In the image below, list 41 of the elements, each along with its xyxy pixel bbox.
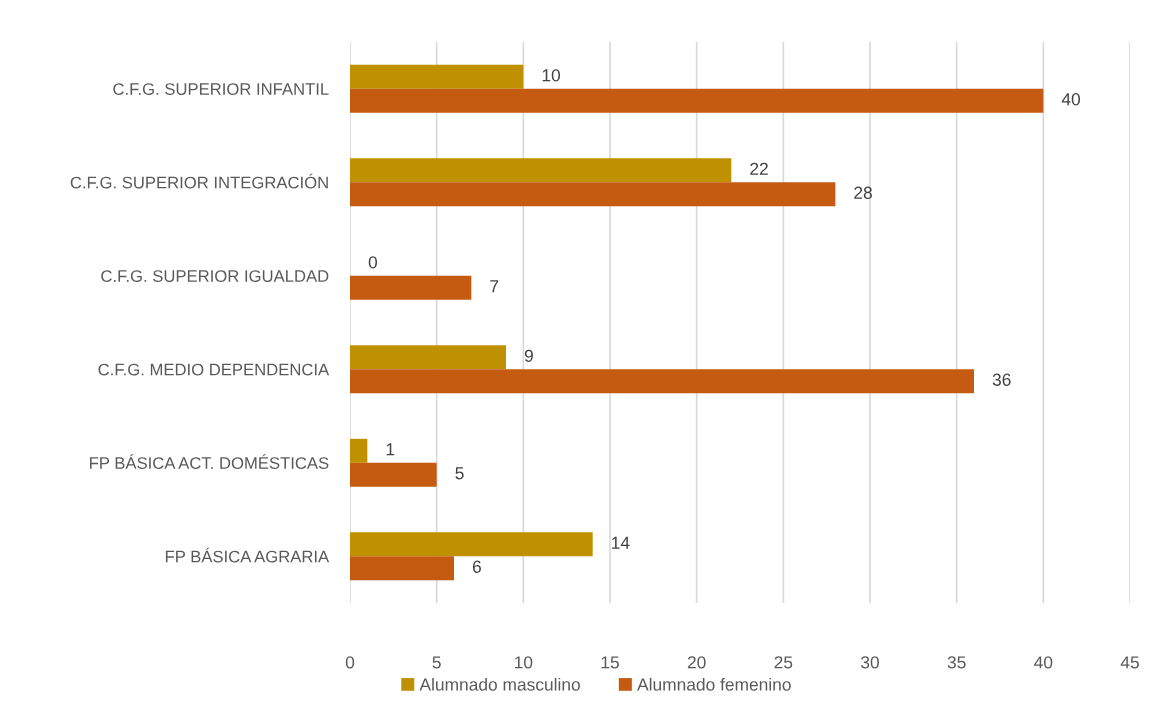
data-label: 1 [386, 443, 395, 456]
x-tick-label: 15 [601, 656, 619, 669]
y-tick-label: FP BÁSICA ACT. DOMÉSTICAS [90, 454, 329, 469]
bar [350, 438, 368, 463]
legend-label: Alumnado masculino [419, 677, 580, 691]
x-tick-label: 10 [515, 656, 533, 669]
data-label: 40 [1061, 93, 1081, 106]
data-label: 14 [612, 536, 630, 549]
bar [350, 64, 524, 89]
x-tick-label: 35 [947, 656, 966, 669]
bar [350, 556, 454, 581]
x-tick-label: 20 [687, 656, 706, 669]
x-tick-label: 40 [1034, 656, 1053, 669]
y-tick-label: C.F.G. MEDIO DEPENDENCIA [98, 363, 330, 376]
bar [350, 275, 472, 300]
x-tick-label: 30 [861, 656, 879, 669]
y-tick-label: C.F.G. SUPERIOR IGUALDAD [101, 270, 329, 282]
bar [350, 182, 836, 207]
data-label: 6 [472, 560, 481, 573]
data-label: 9 [524, 349, 533, 362]
y-tick-label: FP BÁSICA AGRARIA [165, 547, 330, 563]
x-tick-label: 25 [774, 656, 793, 669]
x-tick-label: 0 [345, 656, 355, 669]
bar [350, 345, 506, 370]
x-tick-label: 45 [1120, 656, 1139, 669]
data-label: 5 [455, 467, 464, 480]
bar [350, 158, 732, 183]
legend-label: Alumnado femenino [637, 677, 791, 691]
data-label: 28 [854, 186, 872, 199]
bar [350, 369, 974, 394]
data-label: 36 [992, 373, 1011, 386]
y-tick-label: C.F.G. SUPERIOR INFANTIL [113, 83, 329, 95]
data-label: 10 [542, 69, 561, 82]
data-label: 7 [490, 280, 499, 293]
data-label: 22 [750, 162, 768, 175]
y-tick-label: C.F.G. SUPERIOR INTEGRACIÓN [70, 173, 328, 189]
bar [350, 532, 593, 557]
bar [350, 88, 1044, 113]
x-tick-label: 5 [432, 656, 441, 669]
data-label: 0 [368, 256, 378, 269]
bar [350, 462, 437, 487]
